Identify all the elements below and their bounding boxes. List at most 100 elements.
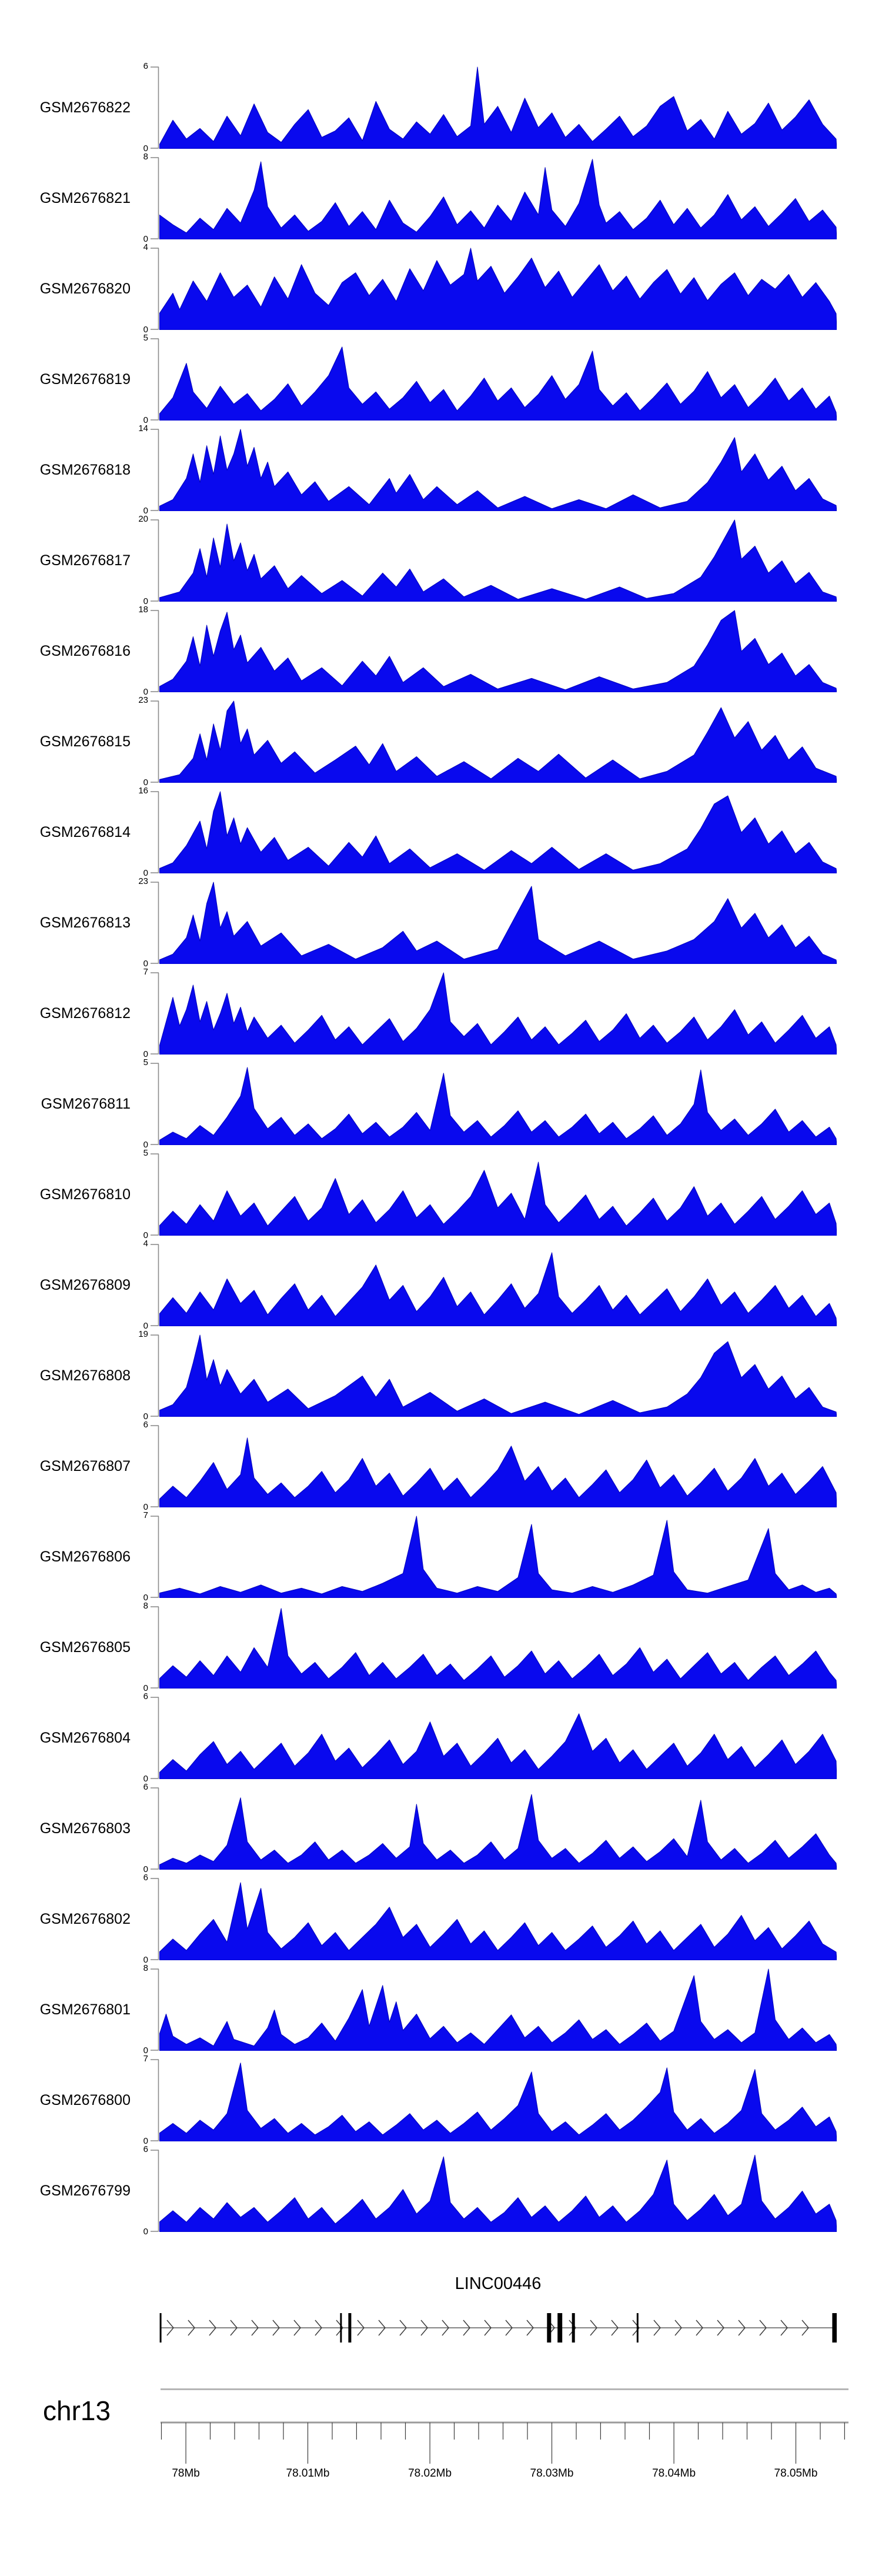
track-y-axis xyxy=(151,972,159,1055)
sample-track-GSM2676806: GSM2676806 7 0 xyxy=(0,1510,882,1603)
coverage-polygon xyxy=(159,429,837,511)
coverage-signal-area xyxy=(159,1713,837,1779)
sample-track-GSM2676804: GSM2676804 6 0 xyxy=(0,1691,882,1784)
coverage-signal-area xyxy=(159,429,837,511)
strand-arrow-icon xyxy=(336,2320,343,2336)
track-y-axis xyxy=(151,1878,159,1960)
strand-arrow-icon xyxy=(251,2320,259,2336)
sample-track-GSM2676808: GSM2676808 19 0 xyxy=(0,1329,882,1422)
strand-arrow-icon xyxy=(780,2320,788,2336)
track-ymax-label: 7 xyxy=(143,2054,148,2064)
track-y-axis xyxy=(151,1063,159,1145)
axis-coordinate-label: 78.01Mb xyxy=(286,2467,330,2480)
coverage-signal-area xyxy=(159,1882,837,1960)
track-yzero-label: 0 xyxy=(143,1140,148,1150)
track-yzero-label: 0 xyxy=(143,959,148,969)
track-y-axis xyxy=(151,338,159,421)
strand-arrow-icon xyxy=(801,2320,809,2336)
strand-arrow-icon xyxy=(420,2320,428,2336)
coverage-signal-area xyxy=(159,66,837,149)
track-yzero-label: 0 xyxy=(143,1593,148,1603)
strand-arrow-icon xyxy=(611,2320,619,2336)
coverage-polygon xyxy=(159,1516,837,1598)
gene-exon-bar xyxy=(832,2313,837,2343)
track-y-axis xyxy=(151,791,159,873)
strand-arrow-icon xyxy=(653,2320,661,2336)
track-yzero-label: 0 xyxy=(143,1049,148,1059)
track-yzero-label: 0 xyxy=(143,1230,148,1240)
coverage-polygon xyxy=(159,519,837,602)
coverage-polygon xyxy=(159,159,837,239)
gene-exon-bar xyxy=(159,2313,162,2343)
axis-coordinate-label: 78.04Mb xyxy=(652,2467,696,2480)
coverage-polygon xyxy=(159,610,837,692)
sample-track-GSM2676800: GSM2676800 7 0 xyxy=(0,2054,882,2146)
sample-track-label: GSM2676808 xyxy=(39,1367,131,1384)
strand-arrow-icon xyxy=(272,2320,280,2336)
track-yzero-label: 0 xyxy=(143,1412,148,1422)
strand-arrow-icon xyxy=(484,2320,492,2336)
coverage-signal-area xyxy=(159,519,837,602)
coverage-polygon xyxy=(159,1882,837,1960)
track-y-axis xyxy=(151,2150,159,2232)
track-yzero-label: 0 xyxy=(143,506,148,516)
track-ymax-label: 6 xyxy=(143,1420,148,1430)
coverage-polygon xyxy=(159,1067,837,1145)
sample-track-label: GSM2676811 xyxy=(41,1095,131,1112)
track-yzero-label: 0 xyxy=(143,1683,148,1693)
coverage-polygon xyxy=(159,66,837,149)
coverage-polygon xyxy=(159,791,837,873)
track-yzero-label: 0 xyxy=(143,596,148,606)
track-yzero-label: 0 xyxy=(143,1955,148,1965)
track-ymax-label: 19 xyxy=(138,1329,148,1339)
coverage-signal-area xyxy=(159,1252,837,1326)
sample-track-label: GSM2676805 xyxy=(39,1639,131,1656)
track-ymax-label: 18 xyxy=(138,605,148,615)
coverage-signal-area xyxy=(159,248,837,330)
track-ymax-label: 23 xyxy=(138,695,148,705)
coverage-polygon xyxy=(159,1713,837,1779)
track-ymax-label: 7 xyxy=(143,967,148,977)
strand-arrow-icon xyxy=(188,2320,195,2336)
track-yzero-label: 0 xyxy=(143,1321,148,1331)
track-y-axis xyxy=(151,2059,159,2141)
sample-track-GSM2676813: GSM2676813 23 0 xyxy=(0,876,882,969)
sample-track-GSM2676801: GSM2676801 8 0 xyxy=(0,1963,882,2056)
coverage-signal-area xyxy=(159,791,837,873)
track-y-axis xyxy=(151,1516,159,1598)
strand-arrow-icon xyxy=(357,2320,365,2336)
track-yzero-label: 0 xyxy=(143,778,148,788)
coverage-polygon xyxy=(159,2063,837,2141)
strand-arrow-icon xyxy=(696,2320,703,2336)
strand-arrow-icon xyxy=(463,2320,470,2336)
sample-track-GSM2676820: GSM2676820 4 0 xyxy=(0,242,882,335)
axis-separator-line xyxy=(161,2388,848,2390)
sample-track-label: GSM2676810 xyxy=(39,1186,131,1203)
track-y-axis xyxy=(151,519,159,602)
track-y-axis xyxy=(151,429,159,511)
sample-track-GSM2676803: GSM2676803 6 0 xyxy=(0,1782,882,1874)
coverage-signal-area xyxy=(159,610,837,692)
track-y-axis xyxy=(151,248,159,330)
strand-arrow-icon xyxy=(505,2320,513,2336)
track-yzero-label: 0 xyxy=(143,1864,148,1874)
axis-coordinate-label: 78Mb xyxy=(172,2467,200,2480)
coverage-polygon xyxy=(159,1608,837,1689)
axis-coordinate-label: 78.05Mb xyxy=(774,2467,818,2480)
sample-track-label: GSM2676822 xyxy=(39,99,131,116)
strand-arrow-icon xyxy=(209,2320,216,2336)
track-y-axis xyxy=(151,610,159,692)
coverage-signal-area xyxy=(159,1437,837,1507)
sample-track-GSM2676817: GSM2676817 20 0 xyxy=(0,514,882,606)
track-yzero-label: 0 xyxy=(143,144,148,154)
strand-arrow-icon xyxy=(315,2320,322,2336)
sample-track-GSM2676805: GSM2676805 8 0 xyxy=(0,1601,882,1693)
gene-exon-bar xyxy=(547,2313,552,2343)
coverage-signal-area xyxy=(159,1162,837,1236)
strand-arrow-icon xyxy=(230,2320,238,2336)
track-yzero-label: 0 xyxy=(143,687,148,697)
strand-arrow-icon xyxy=(759,2320,767,2336)
track-yzero-label: 0 xyxy=(143,2136,148,2146)
track-ymax-label: 23 xyxy=(138,876,148,886)
track-y-axis xyxy=(151,1425,159,1507)
